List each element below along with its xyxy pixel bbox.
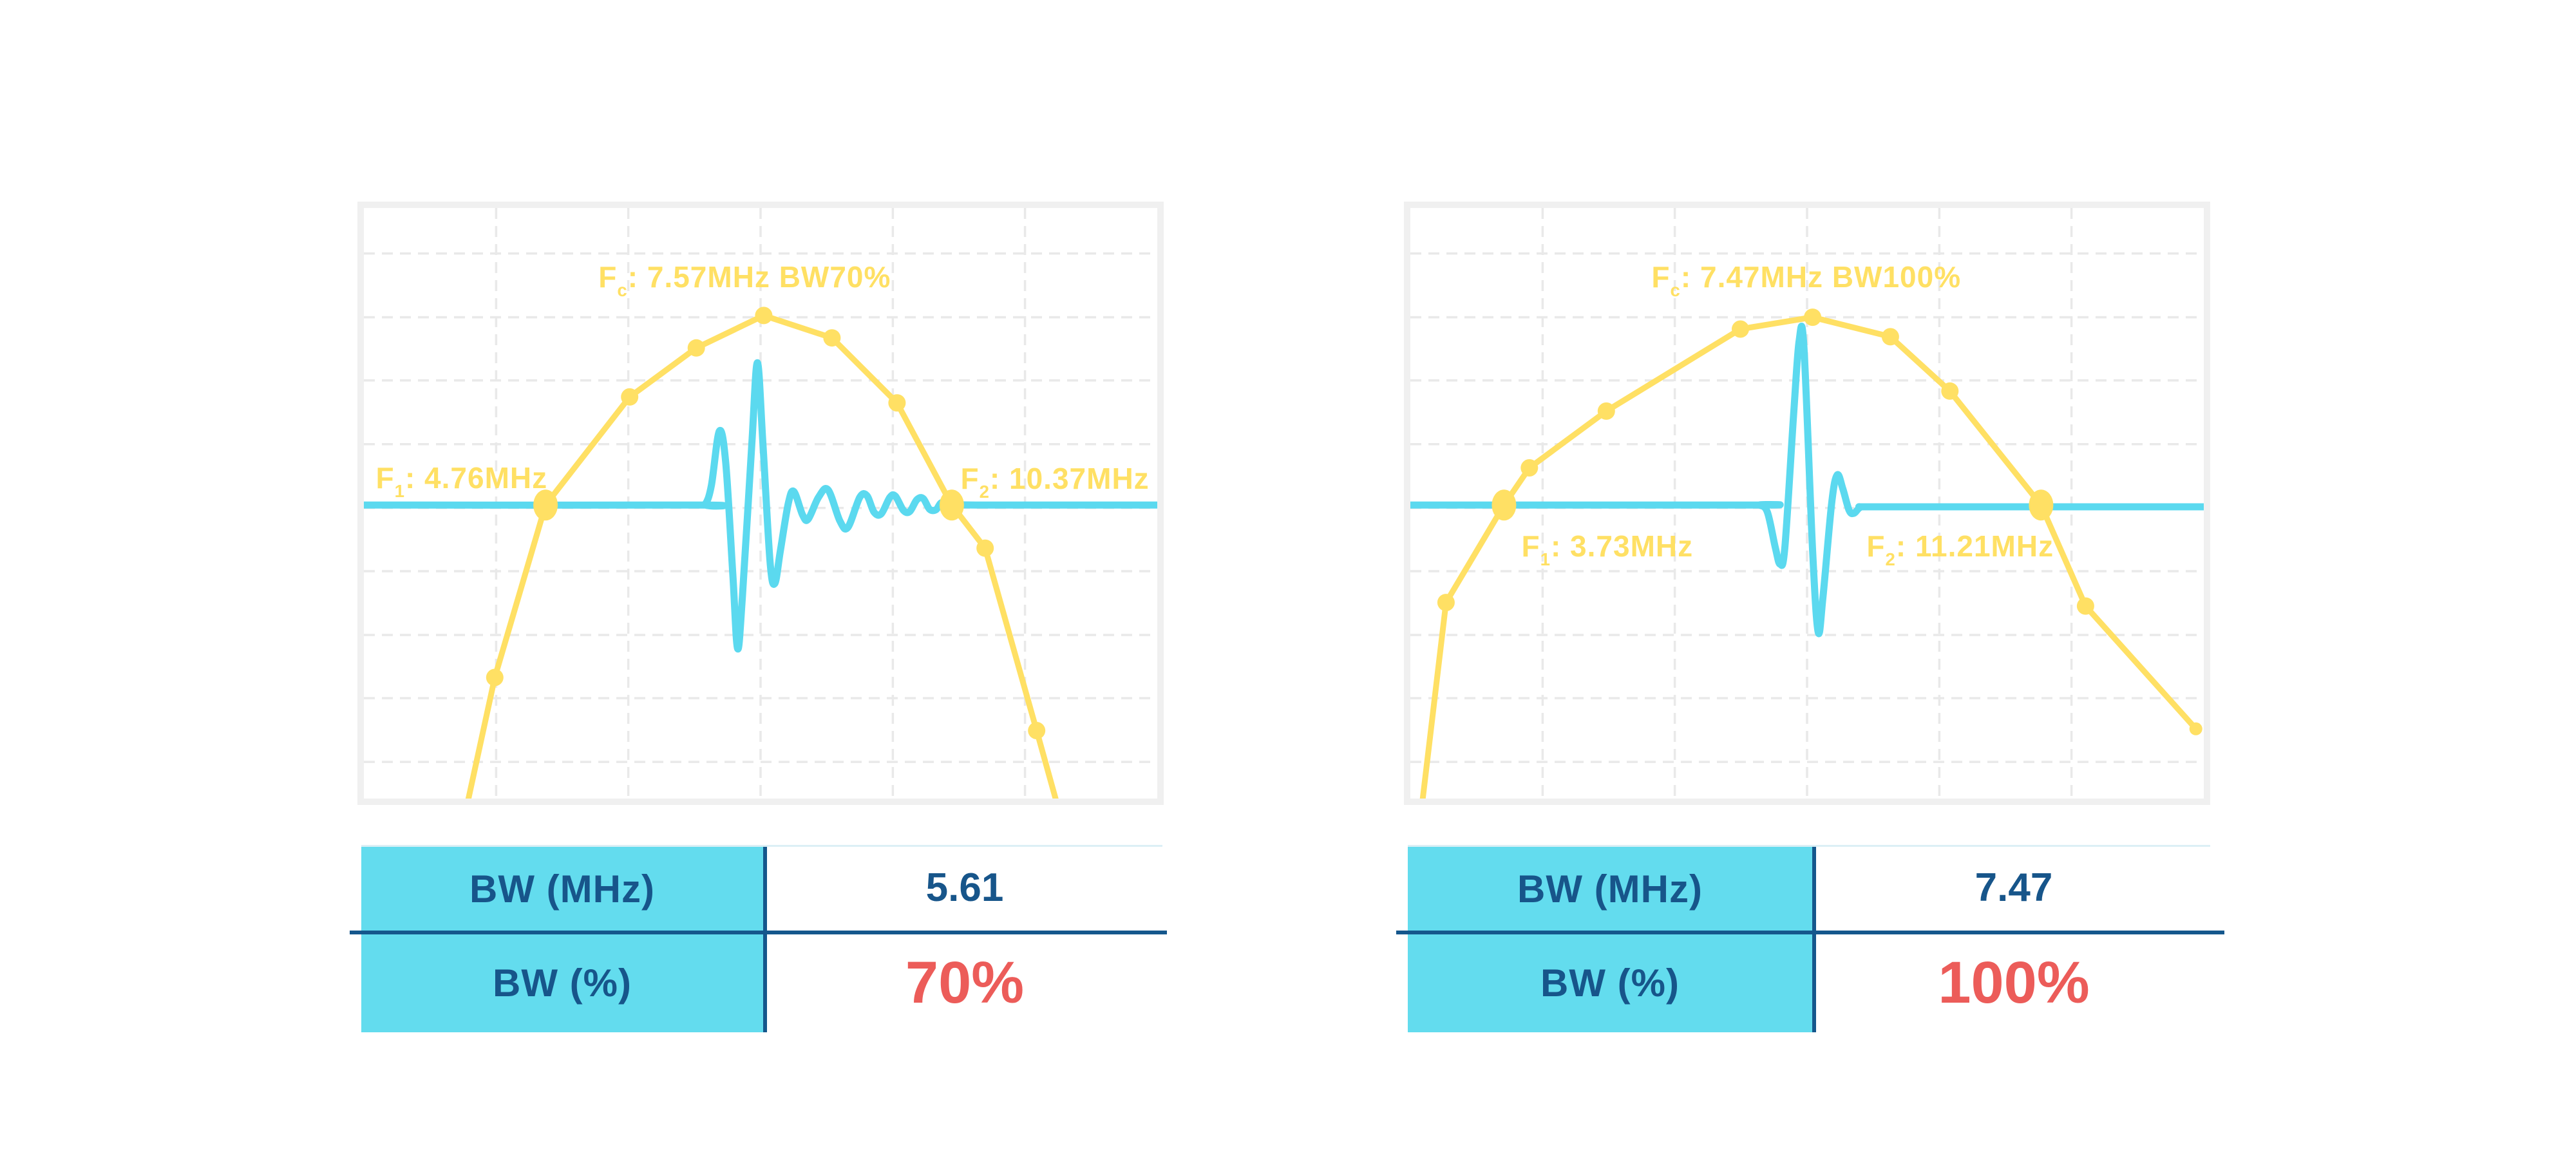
center-frequency-annotation: Fc: 7.47MHz BW100%	[1651, 260, 1962, 300]
f1-annotation: F1: 3.73MHz	[1521, 529, 1694, 569]
table-row-value: 7.47	[1975, 865, 2053, 910]
chart-canvas-left	[364, 208, 1157, 799]
table-header-column	[1408, 847, 1812, 1032]
table-top-border	[1408, 845, 2210, 847]
table-column-divider	[763, 847, 767, 1032]
table-row-label: BW (%)	[1540, 961, 1680, 1005]
table-row-divider	[350, 931, 1167, 934]
center-frequency-annotation: Fc: 7.57MHz BW70%	[598, 260, 891, 300]
table-row-label: BW (MHz)	[469, 867, 655, 911]
chart-canvas-right	[1410, 208, 2204, 799]
f1-annotation: F1: 4.76MHz	[375, 460, 548, 501]
table-row-value: 70%	[905, 949, 1025, 1016]
table-row-label: BW (MHz)	[1517, 867, 1703, 911]
table-header-column	[361, 847, 763, 1032]
f2-annotation: F2: 10.37MHz	[960, 462, 1150, 502]
table-row-label: BW (%)	[493, 961, 632, 1005]
table-row-value: 100%	[1938, 949, 2090, 1016]
pulse-spectrum-chart-right: Fc: 7.47MHz BW100% F1: 3.73MHz F2: 11.21…	[1404, 202, 2210, 805]
f2-annotation: F2: 11.21MHz	[1866, 529, 2054, 569]
pulse-spectrum-chart-left: Fc: 7.57MHz BW70% F1: 4.76MHz F2: 10.37M…	[357, 202, 1164, 805]
table-column-divider	[1812, 847, 1816, 1032]
table-row-value: 5.61	[925, 865, 1004, 910]
table-row-divider	[1396, 931, 2224, 934]
table-top-border	[361, 845, 1162, 847]
